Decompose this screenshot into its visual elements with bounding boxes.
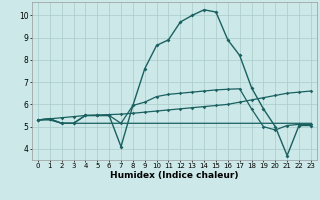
X-axis label: Humidex (Indice chaleur): Humidex (Indice chaleur) xyxy=(110,171,239,180)
